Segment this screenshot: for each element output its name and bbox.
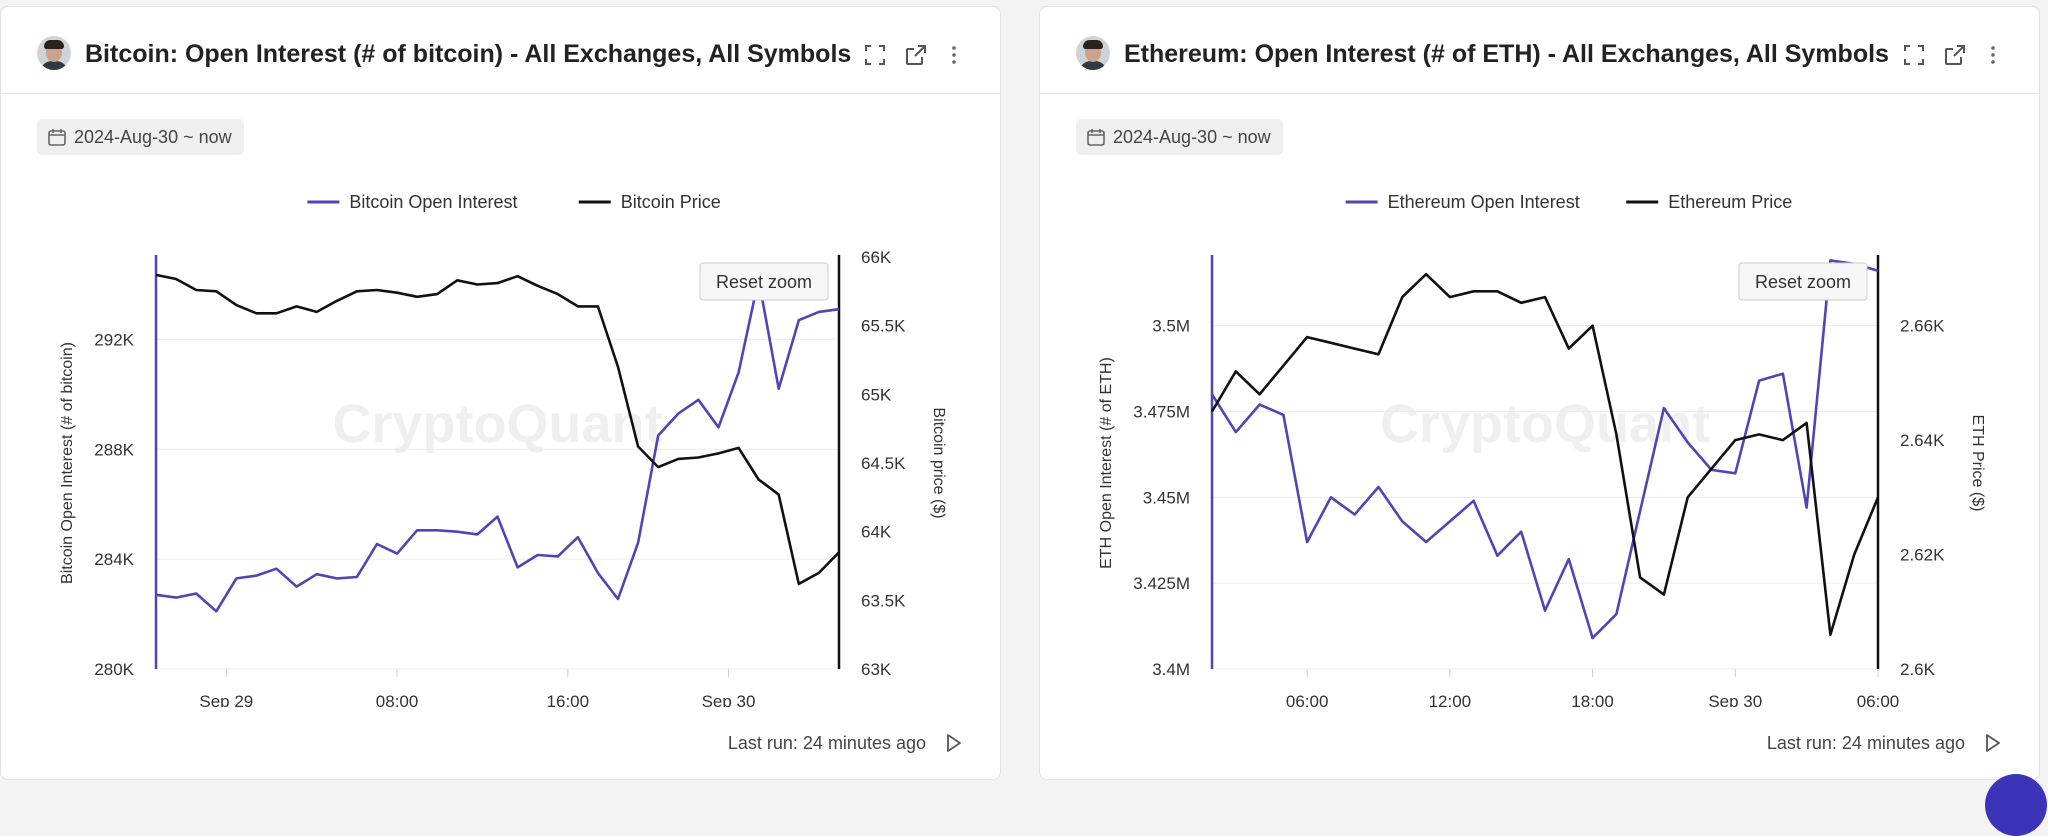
x-tick-label: 06:00 (1286, 692, 1329, 707)
legend-item-label: Ethereum Open Interest (1388, 192, 1580, 212)
x-tick-label: Sep 30 (1708, 692, 1762, 707)
x-tick-label: 12:00 (1429, 692, 1472, 707)
legend-item-label: Bitcoin Price (621, 192, 721, 212)
series-line-price (1210, 272, 1880, 637)
card-title: Bitcoin: Open Interest (# of bitcoin) - … (85, 40, 852, 68)
y-right-tick-label: 2.62K (1900, 546, 1945, 565)
card-header: Bitcoin: Open Interest (# of bitcoin) - … (1, 7, 1000, 94)
ethereum-open-interest-card: Ethereum: Open Interest (# of ETH) - All… (1039, 6, 2040, 780)
y-left-tick-label: 292K (94, 330, 134, 349)
y-left-tick-label: 280K (94, 660, 134, 679)
y-right-tick-label: 2.66K (1900, 317, 1945, 336)
avatar[interactable] (37, 36, 71, 70)
series-line-open-interest (1210, 259, 1879, 640)
more-icon[interactable] (1981, 43, 2005, 67)
y-right-axis-title: ETH Price ($) (1969, 415, 1986, 512)
legend: Ethereum Open Interest Ethereum Price (1345, 192, 1792, 212)
bitcoin-chart[interactable]: CryptoQuant 280K 284K 288K 292K 63K 63.5K 64K 64… (1, 7, 1001, 707)
fullscreen-icon[interactable] (1902, 43, 1926, 67)
date-range-chip[interactable]: 2024-Aug-30 ~ now (1076, 119, 1283, 155)
avatar[interactable] (1076, 36, 1110, 70)
reset-zoom-label: Reset zoom (716, 272, 812, 292)
card-header: Ethereum: Open Interest (# of ETH) - All… (1040, 7, 2039, 94)
legend: Bitcoin Open Interest Bitcoin Price (307, 192, 721, 212)
reset-zoom-bg (699, 262, 829, 301)
x-tick-label: Sep 29 (199, 692, 253, 707)
calendar-icon (48, 129, 66, 146)
y-left-tick-label: 3.5M (1152, 317, 1190, 336)
y-left-tick-label: 3.45M (1143, 488, 1190, 507)
external-link-icon[interactable] (1943, 43, 1967, 67)
more-icon[interactable] (942, 43, 966, 67)
y-left-axis-title: Bitcoin Open Interest (# of bitcoin) (59, 342, 76, 584)
x-tick-label: 08:00 (376, 692, 419, 707)
series-line-open-interest (155, 277, 840, 613)
x-tick-label: 18:00 (1571, 692, 1614, 707)
calendar-icon (1087, 129, 1105, 146)
play-icon[interactable] (942, 732, 964, 754)
y-left-axis-title: ETH Open Interest (# of ETH) (1098, 357, 1115, 569)
y-left-tick-label: 3.425M (1133, 574, 1190, 593)
y-right-tick-label: 64K (861, 523, 892, 542)
ethereum-chart[interactable]: CryptoQuant3.4M3.425M3.45M3.475M3.5M2.6K… (1040, 7, 2040, 707)
reset-zoom-bg (1738, 262, 1868, 301)
legend-item-label: Bitcoin Open Interest (349, 192, 517, 212)
y-left-tick-label: 284K (94, 550, 134, 569)
y-right-tick-label: 65K (861, 385, 892, 404)
external-link-icon[interactable] (904, 43, 928, 67)
x-tick-label: 06:00 (1857, 692, 1900, 707)
reset-zoom-button[interactable]: Reset zoom (699, 262, 829, 301)
y-left-tick-label: 3.4M (1152, 660, 1190, 679)
y-right-tick-label: 63.5K (861, 591, 906, 610)
watermark: CryptoQuant (333, 394, 663, 454)
date-range-chip[interactable]: 2024-Aug-30 ~ now (37, 119, 244, 155)
chat-launcher-button[interactable] (1985, 774, 2047, 836)
date-range-text: 2024-Aug-30 ~ now (74, 126, 232, 147)
legend-item-label: Ethereum Price (1668, 192, 1792, 212)
x-tick-label: Sep 30 (702, 692, 756, 707)
bitcoin-open-interest-card: Bitcoin: Open Interest (# of bitcoin) - … (0, 6, 1001, 780)
y-right-tick-label: 66K (861, 248, 892, 267)
y-left-tick-label: 3.475M (1133, 403, 1190, 422)
reset-zoom-button[interactable]: Reset zoom (1738, 262, 1868, 301)
y-right-tick-label: 2.64K (1900, 431, 1945, 450)
y-right-axis-title: Bitcoin price ($) (930, 407, 947, 518)
date-range-text: 2024-Aug-30 ~ now (1113, 126, 1271, 147)
reset-zoom-label: Reset zoom (1755, 272, 1851, 292)
play-icon[interactable] (1981, 732, 2003, 754)
x-tick-label: 16:00 (547, 692, 590, 707)
last-run-text: Last run: 24 minutes ago (727, 733, 926, 753)
fullscreen-icon[interactable] (863, 43, 887, 67)
y-right-tick-label: 65.5K (861, 317, 906, 336)
card-title: Ethereum: Open Interest (# of ETH) - All… (1124, 40, 1889, 68)
y-right-tick-label: 64.5K (861, 454, 906, 473)
y-right-tick-label: 63K (861, 660, 892, 679)
last-run-text: Last run: 24 minutes ago (1766, 733, 1965, 753)
y-left-tick-label: 288K (94, 440, 134, 459)
series-line-price (155, 273, 840, 586)
y-right-tick-label: 2.6K (1900, 660, 1936, 679)
